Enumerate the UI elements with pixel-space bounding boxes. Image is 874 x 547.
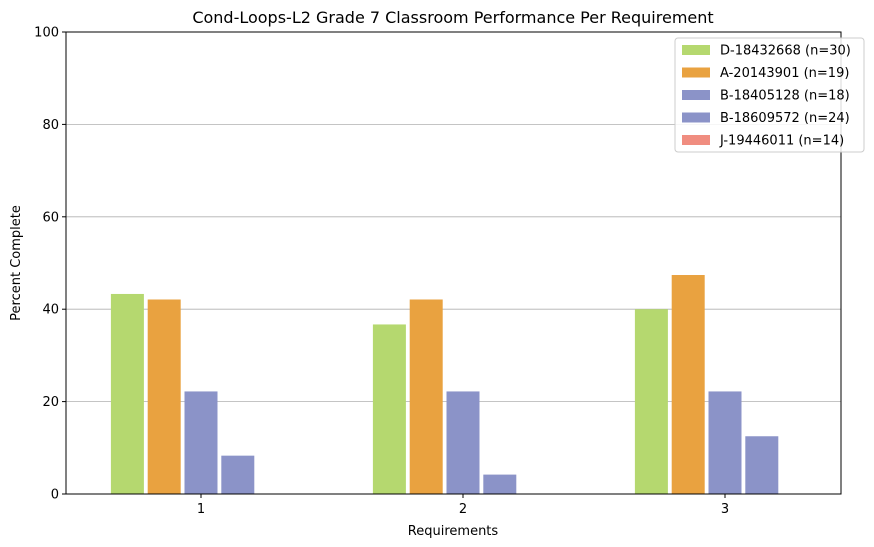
legend-label: J-19446011 (n=14): [719, 134, 844, 149]
legend-label: B-18609572 (n=24): [720, 111, 850, 126]
legend-label: D-18432668 (n=30): [720, 44, 851, 59]
x-tick-label: 2: [459, 502, 467, 517]
y-tick-label: 100: [34, 26, 59, 41]
bar-b-18405128-req-3: [709, 391, 742, 494]
y-tick-label: 0: [51, 488, 59, 503]
legend-swatch: [682, 113, 710, 123]
bar-d-18432668-req-1: [111, 294, 144, 494]
gridlines: [66, 124, 841, 401]
bar-a-20143901-req-2: [410, 299, 443, 494]
x-tick-label: 1: [197, 502, 205, 517]
bar-group: [111, 275, 778, 494]
chart-title: Cond-Loops-L2 Grade 7 Classroom Performa…: [192, 8, 713, 27]
y-tick-label: 40: [42, 303, 59, 318]
legend-swatch: [682, 45, 710, 55]
y-axis-label: Percent Complete: [9, 205, 24, 321]
bar-b-18405128-req-2: [447, 391, 480, 494]
x-axis-label: Requirements: [408, 524, 499, 539]
bar-d-18432668-req-2: [373, 324, 406, 494]
x-tick-label: 3: [721, 502, 729, 517]
bar-b-18609572-req-1: [221, 456, 254, 494]
legend: D-18432668 (n=30) A-20143901 (n=19) B-1840…: [675, 38, 864, 152]
y-tick-label: 20: [42, 395, 59, 410]
bar-b-18405128-req-1: [185, 391, 218, 494]
legend-swatch: [682, 90, 710, 100]
legend-label: A-20143901 (n=19): [720, 66, 849, 81]
bar-d-18432668-req-3: [635, 309, 668, 494]
y-tick-label: 60: [42, 210, 59, 225]
bar-b-18609572-req-3: [745, 436, 778, 494]
legend-swatch: [682, 135, 710, 145]
bar-a-20143901-req-3: [672, 275, 705, 494]
legend-label: B-18405128 (n=18): [720, 89, 850, 104]
x-axis: 1 2 3: [197, 494, 729, 517]
legend-swatch: [682, 68, 710, 78]
y-axis: 0 20 40 60 80 100: [34, 26, 66, 503]
bar-b-18609572-req-2: [483, 475, 516, 494]
y-tick-label: 80: [42, 118, 59, 133]
bar-a-20143901-req-1: [148, 299, 181, 494]
